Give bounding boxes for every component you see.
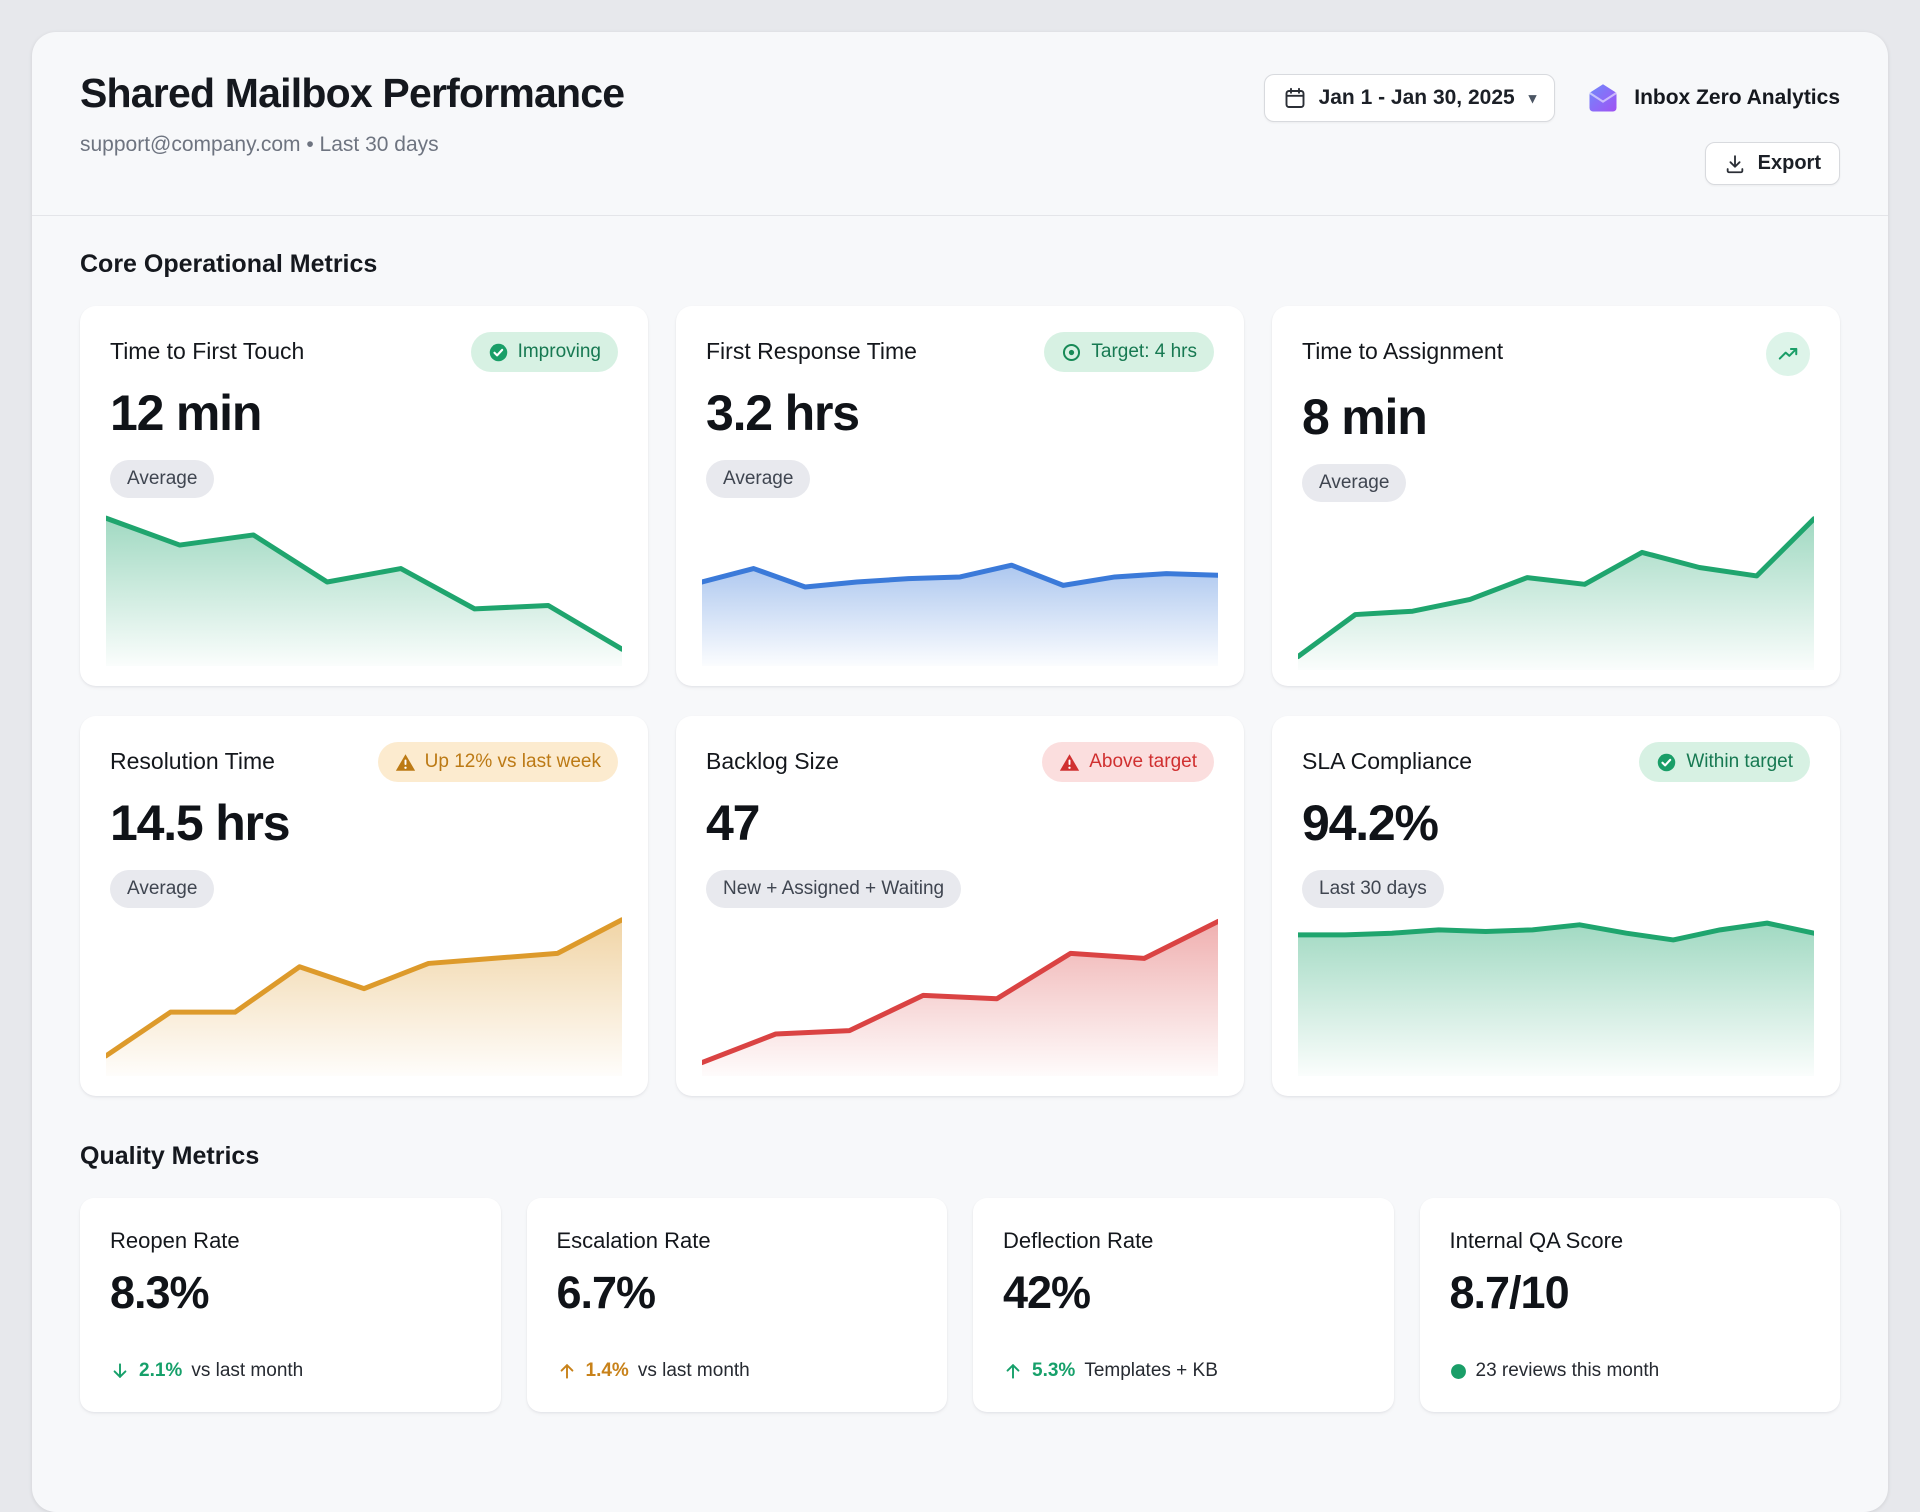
status-badge: Above target: [1042, 742, 1214, 782]
card-backlog-size: Backlog Size Above target 47 New + Assig…: [676, 716, 1244, 1096]
card-escalation-rate: Escalation Rate 6.7% 1.4% vs last month: [526, 1198, 947, 1412]
warning-triangle-icon: [1059, 752, 1080, 773]
sparkline-chart: [106, 498, 622, 666]
status-badge-label: Improving: [517, 341, 601, 362]
inbox-zero-logo: [1585, 80, 1621, 116]
arrow-down-icon: [110, 1361, 130, 1381]
metric-value: 3.2 hrs: [706, 385, 860, 441]
metric-delta: 2.1% vs last month: [110, 1360, 471, 1382]
delta-text: Templates + KB: [1084, 1360, 1218, 1381]
card-resolution-time: Resolution Time Up 12% vs last week 14.5…: [80, 716, 648, 1096]
export-label: Export: [1757, 152, 1821, 174]
card-title: Backlog Size: [706, 748, 839, 774]
metric-delta: 5.3% Templates + KB: [1003, 1360, 1364, 1382]
metric-value: 47: [706, 795, 760, 851]
metric-value: 8.3%: [110, 1267, 210, 1318]
card-title: Escalation Rate: [556, 1228, 711, 1253]
metric-value: 42%: [1003, 1267, 1091, 1318]
trend-up-icon: [1777, 343, 1799, 365]
metric-value: 8.7/10: [1449, 1267, 1570, 1318]
date-range-label: Jan 1 - Jan 30, 2025: [1318, 86, 1515, 109]
core-metrics-row-1: Time to First Touch Improving 12 min Ave…: [80, 306, 1840, 686]
sparkline-chart: [702, 498, 1218, 666]
card-title: Internal QA Score: [1449, 1228, 1624, 1253]
page-subtitle: support@company.com • Last 30 days: [80, 133, 439, 156]
sparkline-chart: [1298, 502, 1814, 670]
status-badge: Target: 4 hrs: [1044, 332, 1214, 372]
arrow-up-icon: [557, 1361, 577, 1381]
metric-delta: 23 reviews this month: [1450, 1360, 1811, 1382]
check-circle-icon: [488, 342, 509, 363]
sparkline-chart: [702, 908, 1218, 1076]
calendar-icon: [1283, 86, 1307, 110]
card-title: Deflection Rate: [1003, 1228, 1154, 1253]
status-badge-label: Target: 4 hrs: [1091, 341, 1197, 362]
metric-delta: 1.4% vs last month: [557, 1360, 918, 1382]
check-circle-icon: [1656, 752, 1677, 773]
metric-value: 14.5 hrs: [110, 795, 291, 851]
brand-name: Inbox Zero Analytics: [1634, 86, 1840, 109]
delta-text: vs last month: [637, 1360, 750, 1381]
header: Shared Mailbox Performance support@compa…: [32, 32, 1888, 216]
delta-value: 2.1%: [139, 1360, 183, 1381]
metric-tag: Average: [1302, 464, 1407, 502]
dot-icon: [1450, 1363, 1467, 1380]
delta-text: vs last month: [191, 1360, 304, 1381]
card-title: Time to Assignment: [1302, 338, 1504, 364]
core-metrics-row-2: Resolution Time Up 12% vs last week 14.5…: [80, 716, 1840, 1096]
page-title: Shared Mailbox Performance: [80, 70, 625, 116]
section-title-quality: Quality Metrics: [80, 1142, 260, 1170]
metric-tag: New + Assigned + Waiting: [706, 870, 962, 908]
metric-value: 8 min: [1302, 389, 1428, 445]
card-time-to-assignment: Time to Assignment 8 min Average: [1272, 306, 1840, 686]
quality-metrics-row: Reopen Rate 8.3% 2.1% vs last month Esca…: [80, 1198, 1840, 1412]
sparkline-chart: [1298, 908, 1814, 1076]
status-badge-label: Up 12% vs last week: [424, 751, 601, 772]
status-badge: Improving: [470, 332, 618, 372]
card-internal-qa-score: Internal QA Score 8.7/10 23 reviews this…: [1419, 1198, 1840, 1412]
card-sla-compliance: SLA Compliance Within target 94.2% Last …: [1272, 716, 1840, 1096]
warning-triangle-icon: [395, 752, 416, 773]
card-deflection-rate: Deflection Rate 42% 5.3% Templates + KB: [973, 1198, 1394, 1412]
delta-value: 5.3%: [1032, 1360, 1076, 1381]
status-badge: [1766, 332, 1810, 376]
card-reopen-rate: Reopen Rate 8.3% 2.1% vs last month: [80, 1198, 501, 1412]
card-title: Time to First Touch: [110, 338, 305, 364]
status-badge: Within target: [1639, 742, 1810, 782]
card-title: SLA Compliance: [1302, 748, 1473, 774]
metric-tag: Average: [110, 460, 215, 498]
delta-text: 23 reviews this month: [1475, 1360, 1660, 1381]
main-content: Core Operational Metrics Time to First T…: [32, 250, 1888, 1412]
card-title: Reopen Rate: [110, 1228, 240, 1253]
card-title: Resolution Time: [110, 748, 275, 774]
sparkline-chart: [106, 908, 622, 1076]
export-button[interactable]: Export: [1704, 142, 1840, 185]
metric-value: 12 min: [110, 385, 262, 441]
status-badge-label: Above target: [1089, 751, 1197, 772]
brand: Inbox Zero Analytics: [1585, 80, 1840, 116]
metric-tag: Average: [706, 460, 811, 498]
dashboard-panel: Shared Mailbox Performance support@compa…: [32, 32, 1888, 1512]
metric-value: 94.2%: [1302, 795, 1439, 851]
metric-tag: Last 30 days: [1302, 870, 1444, 908]
date-range-picker[interactable]: Jan 1 - Jan 30, 2025 ▾: [1263, 74, 1556, 122]
metric-tag: Average: [110, 870, 215, 908]
target-icon: [1061, 342, 1082, 363]
section-title-core: Core Operational Metrics: [80, 250, 378, 278]
delta-value: 1.4%: [585, 1360, 629, 1381]
card-first-response-time: First Response Time Target: 4 hrs 3.2 hr…: [676, 306, 1244, 686]
download-icon: [1724, 153, 1746, 175]
status-badge: Up 12% vs last week: [377, 742, 618, 782]
metric-value: 6.7%: [556, 1267, 657, 1318]
card-title: First Response Time: [706, 338, 917, 364]
status-badge-label: Within target: [1686, 751, 1793, 772]
header-titles: Shared Mailbox Performance support@compa…: [80, 70, 625, 157]
header-actions: Jan 1 - Jan 30, 2025 ▾: [1263, 70, 1840, 185]
card-time-to-first-touch: Time to First Touch Improving 12 min Ave…: [80, 306, 648, 686]
arrow-up-icon: [1003, 1361, 1023, 1381]
chevron-down-icon: ▾: [1528, 90, 1537, 107]
